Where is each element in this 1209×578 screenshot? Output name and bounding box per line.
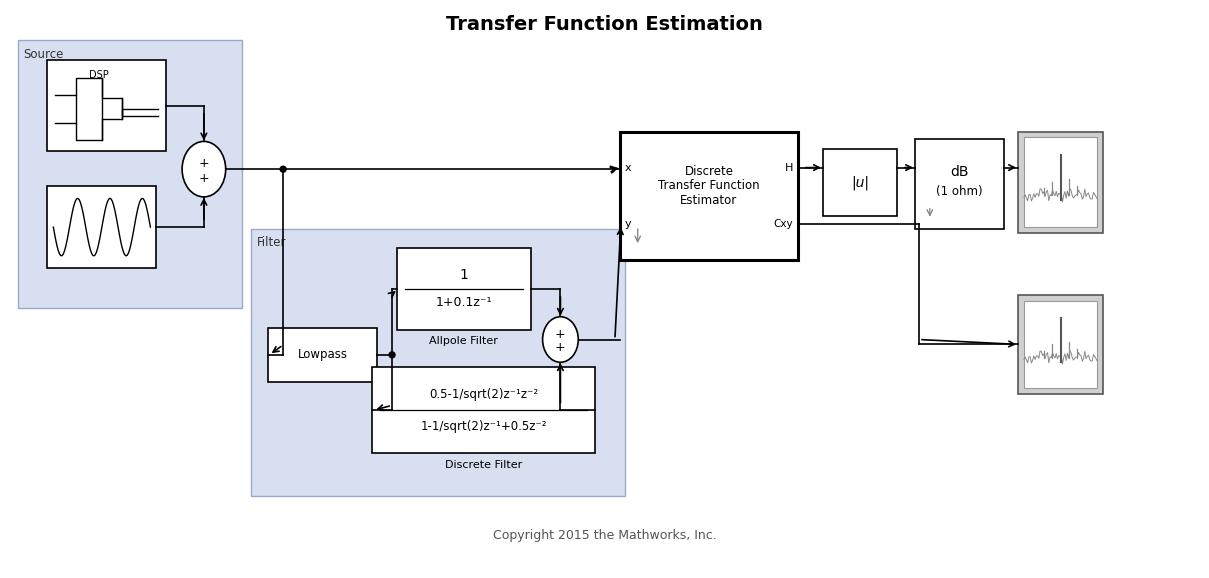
Bar	[47, 60, 167, 151]
Bar	[1024, 301, 1098, 388]
Text: +: +	[198, 157, 209, 170]
Ellipse shape	[183, 142, 226, 197]
Text: Estimator: Estimator	[681, 194, 737, 208]
Text: Transfer Function Estimation: Transfer Function Estimation	[446, 15, 763, 34]
Bar	[18, 40, 242, 308]
Circle shape	[280, 166, 287, 172]
Text: Discrete Filter: Discrete Filter	[445, 460, 522, 470]
Bar	[1018, 132, 1103, 232]
Text: dB: dB	[950, 165, 968, 179]
Bar	[823, 149, 897, 216]
Text: Filter: Filter	[258, 236, 287, 249]
Bar	[915, 139, 1005, 228]
Bar	[1018, 295, 1103, 394]
Bar	[372, 367, 595, 453]
Bar	[268, 328, 377, 382]
Text: 0.5-1/sqrt(2)z⁻¹z⁻²: 0.5-1/sqrt(2)z⁻¹z⁻²	[429, 388, 538, 401]
Text: +: +	[555, 341, 566, 354]
Text: (1 ohm): (1 ohm)	[936, 186, 983, 198]
Bar	[397, 249, 531, 329]
Bar	[251, 228, 625, 496]
Text: Source: Source	[24, 48, 64, 61]
Bar	[1024, 138, 1098, 227]
Text: Lowpass: Lowpass	[297, 349, 348, 361]
Text: y: y	[625, 219, 631, 229]
Text: x: x	[625, 162, 631, 173]
Text: Cxy: Cxy	[774, 219, 793, 229]
Text: 1+0.1z⁻¹: 1+0.1z⁻¹	[435, 297, 492, 309]
Text: Copyright 2015 the Mathworks, Inc.: Copyright 2015 the Mathworks, Inc.	[492, 529, 717, 542]
Text: +: +	[198, 172, 209, 184]
Text: 1-1/sqrt(2)z⁻¹+0.5z⁻²: 1-1/sqrt(2)z⁻¹+0.5z⁻²	[421, 420, 546, 433]
Text: Discrete: Discrete	[684, 165, 734, 177]
Circle shape	[389, 352, 395, 358]
Text: 1: 1	[459, 268, 468, 282]
Bar	[620, 132, 798, 260]
Text: +: +	[555, 328, 566, 341]
Text: DSP: DSP	[89, 70, 109, 80]
Text: Allpole Filter: Allpole Filter	[429, 336, 498, 346]
Ellipse shape	[543, 317, 578, 362]
Text: H: H	[785, 162, 793, 173]
Bar	[47, 186, 156, 268]
Text: Transfer Function: Transfer Function	[658, 180, 759, 192]
Text: |u|: |u|	[851, 175, 869, 190]
